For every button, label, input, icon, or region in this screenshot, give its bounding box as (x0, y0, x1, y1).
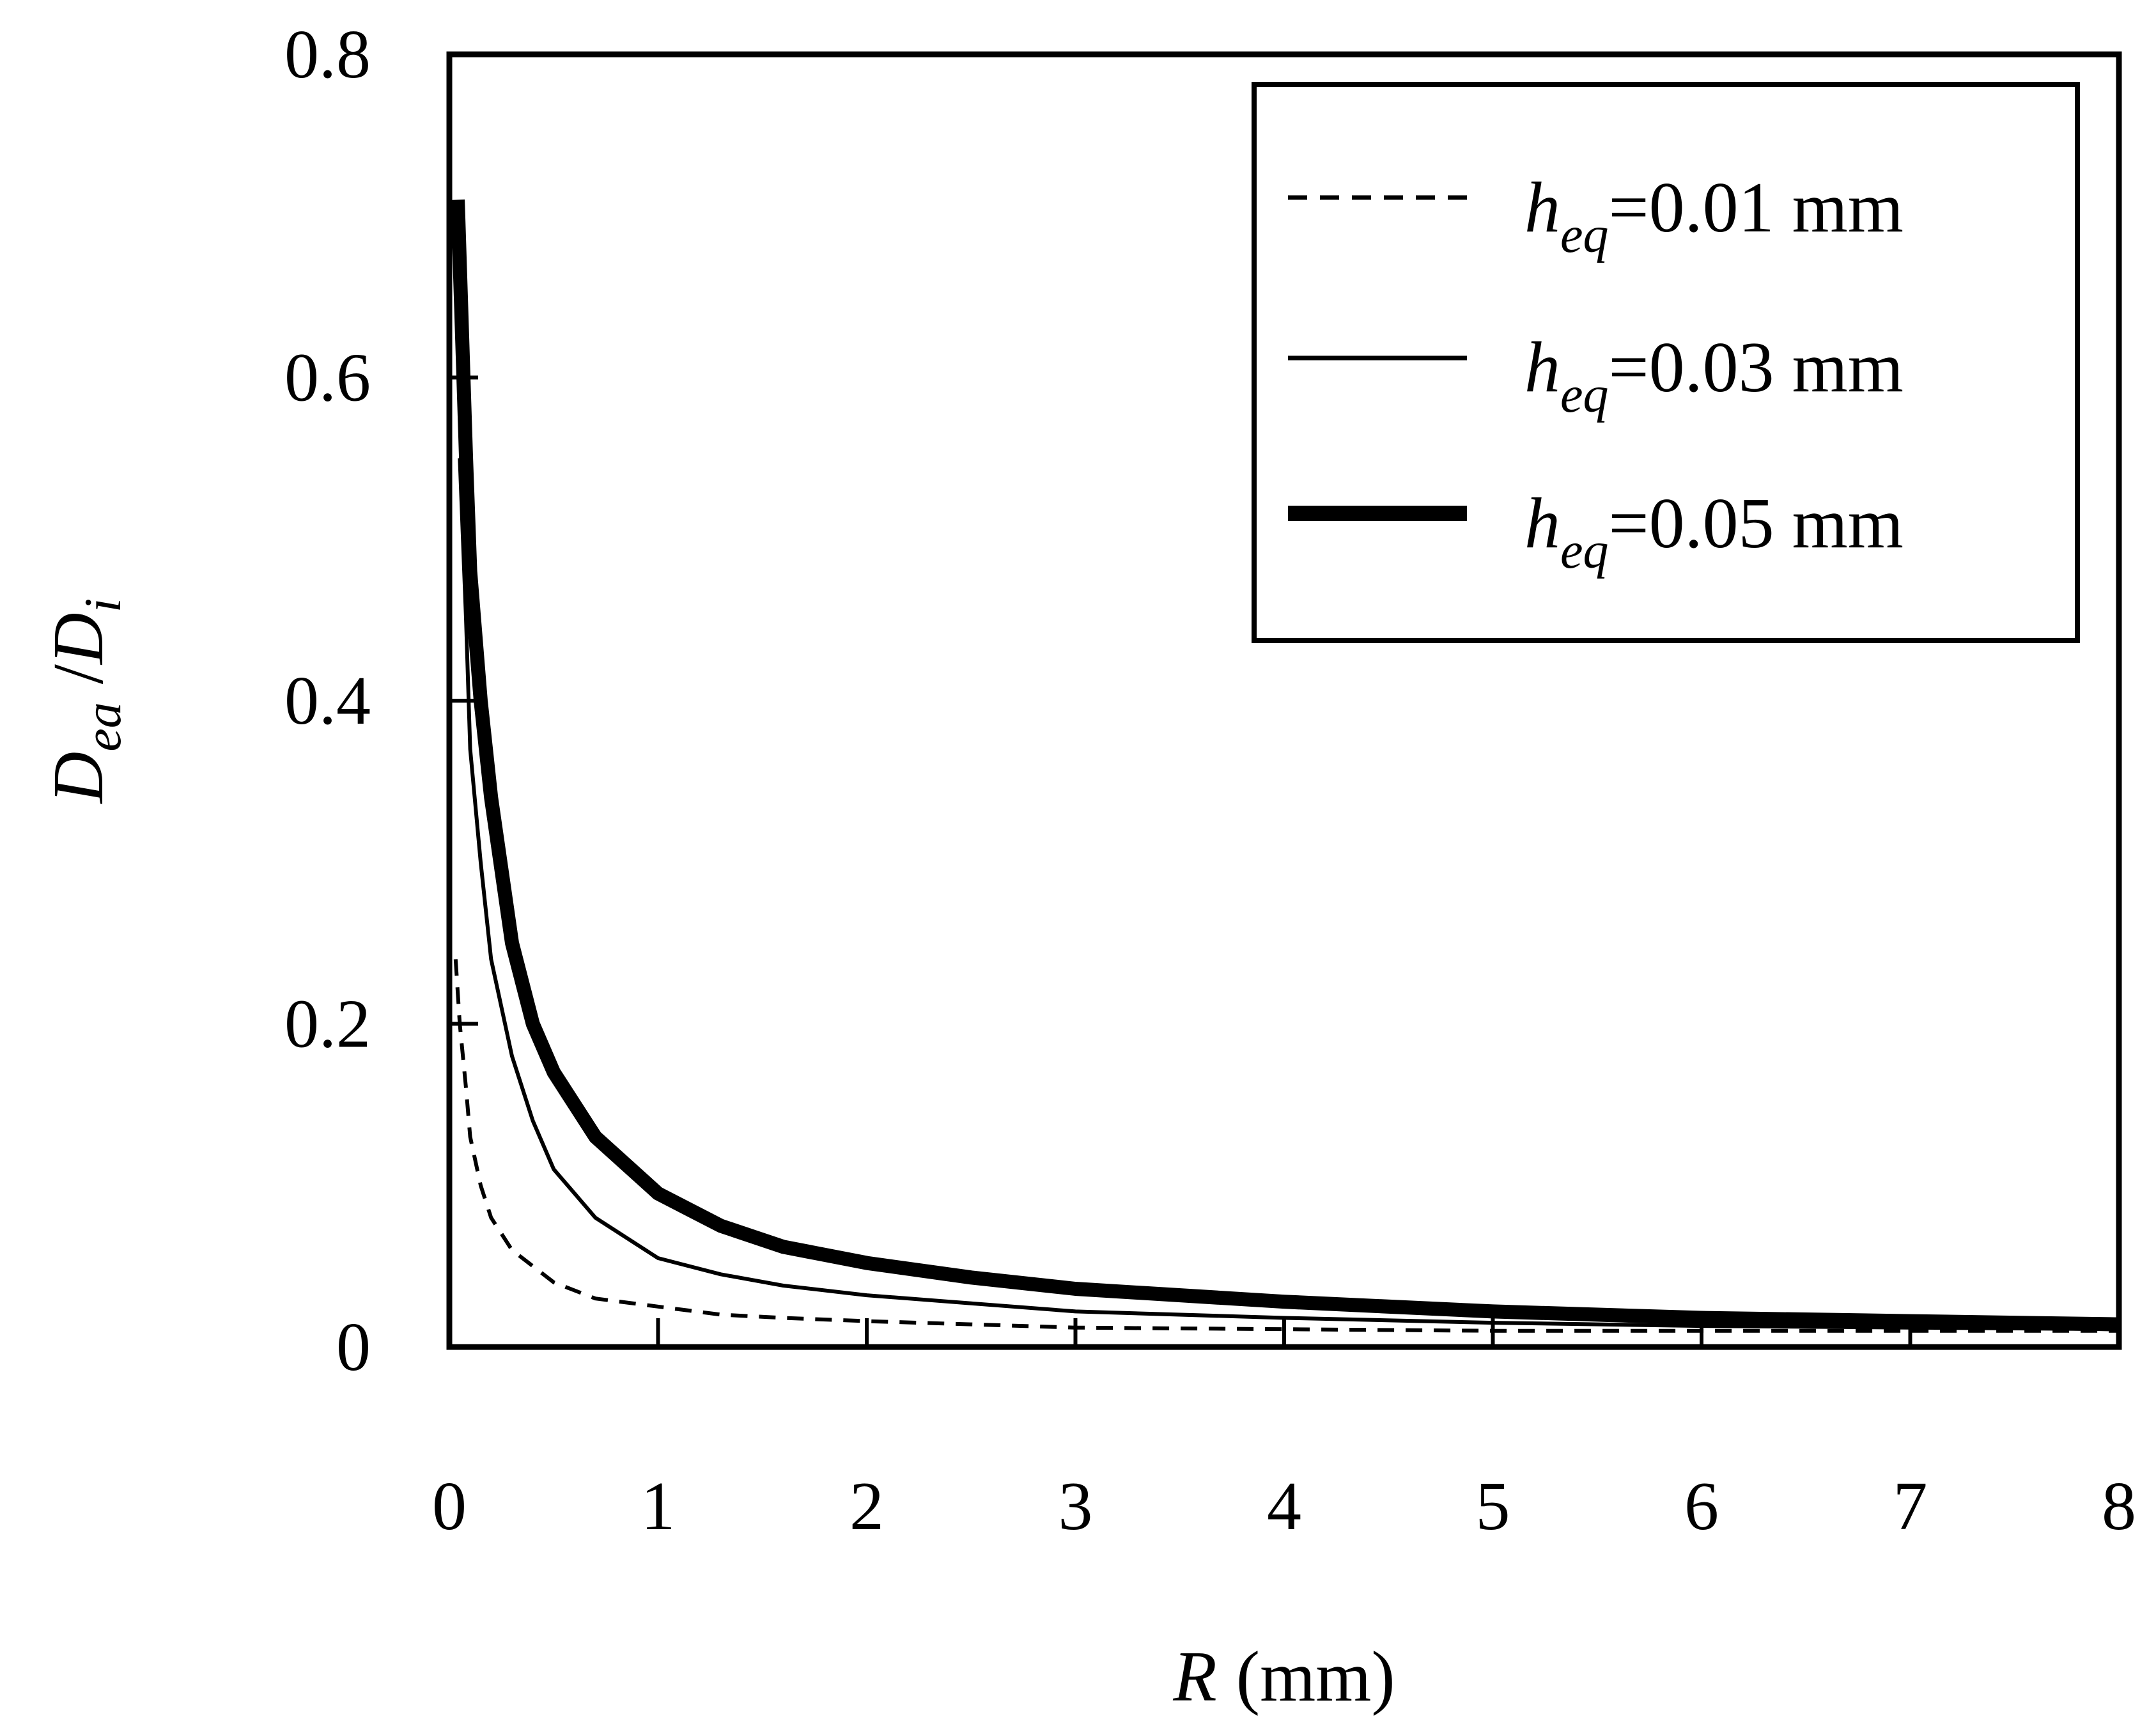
legend-label-1: heq=0.03 mm (1524, 328, 1904, 423)
y-tick-label: 0.8 (284, 17, 371, 93)
x-tick-label: 2 (849, 1468, 884, 1545)
x-tick-label: 7 (1893, 1468, 1928, 1545)
y-tick-label: 0.6 (284, 340, 371, 416)
x-tick-label: 0 (432, 1468, 467, 1545)
x-tick-label: 8 (2102, 1468, 2136, 1545)
y-tick-label: 0.4 (284, 663, 371, 739)
series-line-1 (458, 458, 2120, 1332)
x-tick-label: 3 (1059, 1468, 1093, 1545)
x-tick-label: 1 (641, 1468, 676, 1545)
series-layer (451, 199, 2120, 1333)
x-tick-label: 6 (1684, 1468, 1719, 1545)
legend: heq=0.01 mm heq=0.03 mm heq=0.05 mm (1252, 82, 2080, 643)
y-tick-label: 0.2 (284, 986, 371, 1062)
ticks-layer: 0 1 2 3 4 5 6 7 8 0 0.2 0.4 0.6 0.8 (284, 17, 2136, 1545)
x-tick-label: 5 (1476, 1468, 1510, 1545)
legend-label-2: heq=0.05 mm (1524, 484, 1904, 579)
x-tick-label: 4 (1267, 1468, 1301, 1545)
series-line-0 (453, 959, 2119, 1333)
series-line-2 (451, 199, 2120, 1332)
y-axis-title: Dea /Di (39, 598, 132, 804)
legend-label-0: heq=0.01 mm (1524, 168, 1904, 263)
x-axis-title: R (mm) (1172, 1637, 1395, 1716)
legend-box (1252, 82, 2080, 643)
y-tick-label: 0 (336, 1309, 371, 1385)
